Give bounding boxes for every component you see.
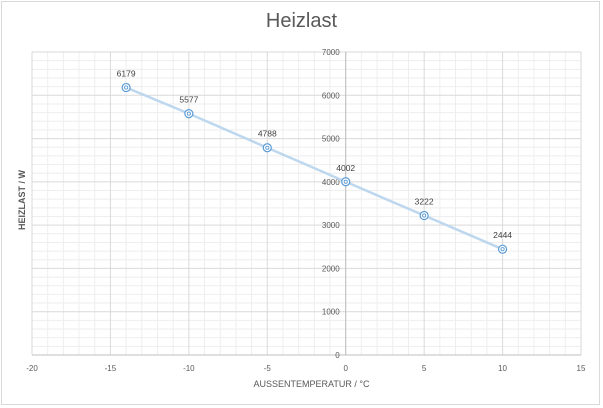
x-tick-label: 5: [422, 364, 427, 373]
x-tick-label: 15: [577, 364, 586, 373]
x-tick-label: -15: [105, 364, 117, 373]
y-tick-label: 1000: [322, 308, 340, 317]
y-tick-label: 3000: [322, 221, 340, 230]
chart-title: Heizlast: [265, 10, 338, 32]
data-label: 4002: [336, 163, 355, 173]
data-label: 5577: [179, 95, 198, 105]
y-tick-label: 4000: [322, 178, 340, 187]
data-point-center: [124, 85, 129, 90]
data-label: 4788: [258, 129, 277, 139]
x-tick-label: -20: [26, 364, 38, 373]
data-point-center: [186, 111, 191, 116]
data-label: 6179: [117, 69, 136, 79]
data-point-center: [265, 145, 270, 150]
data-label: 2444: [493, 230, 512, 240]
x-tick-label: -10: [183, 364, 195, 373]
y-tick-label: 2000: [322, 264, 340, 273]
series-line: [125, 86, 504, 251]
y-tick-label: 7000: [322, 48, 340, 57]
data-point: [184, 108, 194, 119]
x-tick-label: 0: [343, 364, 348, 373]
data-point: [497, 244, 508, 254]
x-axis-title: AUSSENTEMPERATUR / °C: [253, 379, 370, 389]
x-tick-label: -5: [264, 364, 272, 373]
y-tick-label: 5000: [322, 135, 340, 144]
x-tick-label: 10: [498, 364, 507, 373]
data-point: [419, 210, 429, 221]
data-point: [262, 143, 272, 153]
data-point-center: [343, 179, 348, 184]
data-point: [121, 82, 131, 93]
data-point-center: [500, 247, 505, 252]
y-tick-label: 0: [335, 351, 340, 360]
data-point: [341, 177, 351, 187]
y-tick-label: 6000: [322, 91, 340, 100]
data-point-center: [422, 213, 427, 218]
data-label: 3222: [415, 197, 434, 207]
